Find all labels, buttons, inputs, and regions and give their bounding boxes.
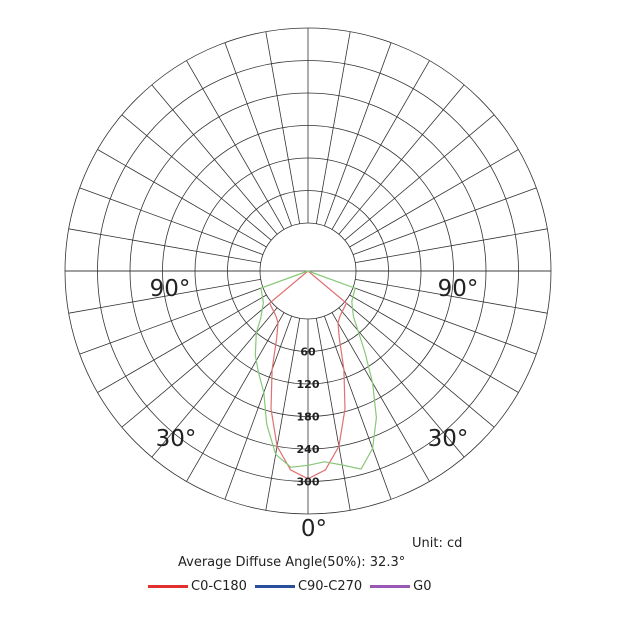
angle-label: 30° xyxy=(428,426,469,452)
angle-label: 30° xyxy=(156,426,197,452)
unit-label: Unit: cd xyxy=(412,536,463,551)
polar-labels: 60 120 180 240 300 90° 90° 30° 30° 0° xyxy=(150,276,479,542)
radial-tick-label: 120 xyxy=(297,378,320,391)
grid-spoke xyxy=(331,60,430,230)
legend-label: C90-C270 xyxy=(297,579,363,594)
grid-spoke xyxy=(68,228,261,264)
curves xyxy=(254,270,378,480)
radial-tick-label: 180 xyxy=(297,411,320,424)
legend-label: C0-C180 xyxy=(191,579,247,594)
grid-spoke xyxy=(121,301,272,428)
grid-spoke xyxy=(265,31,301,224)
angle-label: 0° xyxy=(301,516,327,542)
legend-swatch-c0-c180 xyxy=(148,585,188,588)
grid-spoke xyxy=(355,228,548,264)
series-green-curve xyxy=(254,270,378,470)
series-red-curve xyxy=(268,270,348,480)
radial-tick-label: 240 xyxy=(297,443,320,456)
grid-spoke xyxy=(151,84,278,235)
legend-item-g0: G0 xyxy=(370,579,432,594)
grid-spoke xyxy=(79,287,264,355)
grid-spoke xyxy=(121,114,272,241)
grid-spoke xyxy=(186,312,285,482)
grid-spoke xyxy=(224,315,292,500)
grid-spoke xyxy=(338,84,465,235)
grid-spoke xyxy=(324,42,392,227)
radial-tick-label: 60 xyxy=(300,346,316,359)
legend: C0-C180 C90-C270 G0 xyxy=(148,579,440,594)
legend-item-c90-c270: C90-C270 xyxy=(254,579,363,594)
grid-spoke xyxy=(349,149,519,248)
grid-spoke xyxy=(324,315,392,500)
grid-spoke xyxy=(97,149,267,248)
legend-label: G0 xyxy=(413,579,432,594)
grid-spoke xyxy=(338,307,465,458)
angle-label: 90° xyxy=(438,276,479,302)
legend-swatch-c90-c270 xyxy=(254,585,295,588)
grid-spoke xyxy=(186,60,285,230)
grid-spoke xyxy=(265,318,301,511)
grid-spoke xyxy=(352,287,537,355)
grid-spoke xyxy=(97,294,267,393)
average-diffuse-angle: Average Diffuse Angle(50%): 32.3° xyxy=(178,555,406,570)
grid-spoke xyxy=(344,114,495,241)
legend-item-c0-c180: C0-C180 xyxy=(148,579,247,594)
grid-spoke xyxy=(344,301,495,428)
grid-spoke xyxy=(355,278,548,314)
grid-spoke xyxy=(352,187,537,255)
legend-swatch-g0 xyxy=(370,585,411,588)
grid-spoke xyxy=(331,312,430,482)
angle-label: 90° xyxy=(150,276,191,302)
grid-spoke xyxy=(315,31,351,224)
radial-tick-label: 300 xyxy=(297,476,320,489)
grid-spoke xyxy=(349,294,519,393)
grid-spoke xyxy=(224,42,292,227)
polar-grid xyxy=(64,27,552,515)
grid-spoke xyxy=(68,278,261,314)
grid-spoke xyxy=(315,318,351,511)
grid-spoke xyxy=(79,187,264,255)
